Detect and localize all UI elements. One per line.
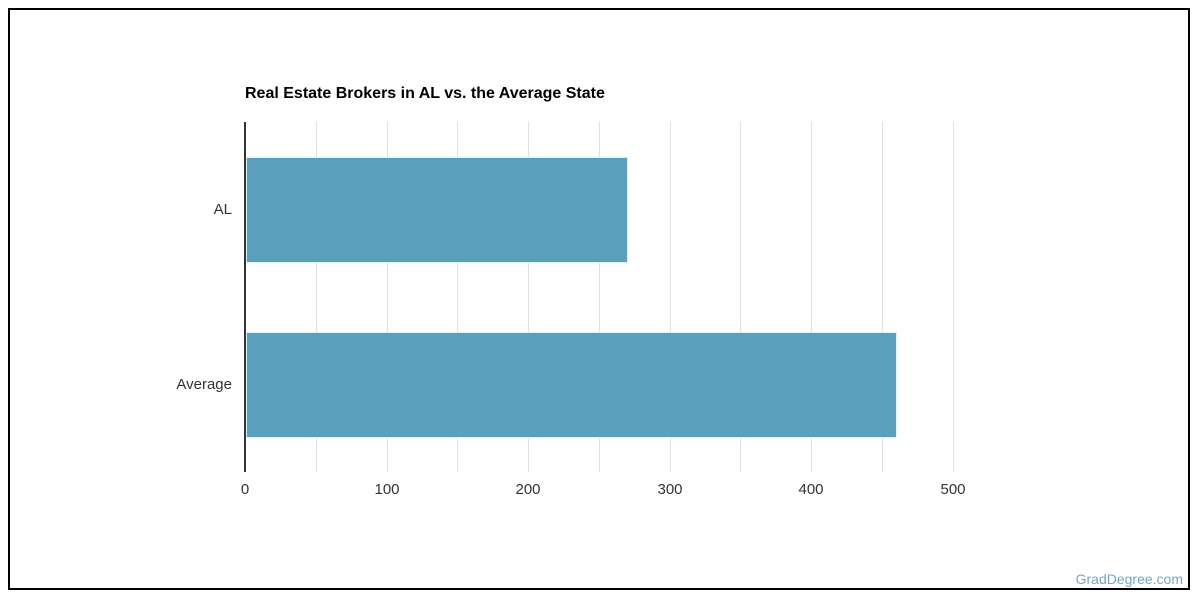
- chart-title: Real Estate Brokers in AL vs. the Averag…: [245, 85, 605, 102]
- x-gridline-150: [457, 122, 458, 472]
- x-gridline-100: [387, 122, 388, 472]
- x-gridline-400: [811, 122, 812, 472]
- category-label-al: AL: [213, 200, 232, 218]
- y-axis-line: [244, 122, 246, 472]
- bar-al: [246, 156, 628, 263]
- x-gridline-250: [599, 122, 600, 472]
- x-tick-label-500: 500: [940, 481, 966, 498]
- watermark-link[interactable]: GradDegree.com: [1075, 571, 1183, 587]
- x-gridline-350: [740, 122, 741, 472]
- x-tick-label-400: 400: [798, 481, 824, 498]
- x-tick-label-200: 200: [515, 481, 541, 498]
- x-gridline-200: [528, 122, 529, 472]
- plot-area: AL Average 0 100 200 300 400 500: [176, 122, 966, 498]
- category-label-average: Average: [176, 375, 232, 393]
- x-tick-label-100: 100: [374, 481, 400, 498]
- x-gridline-300: [670, 122, 671, 472]
- x-gridline-450: [882, 122, 883, 472]
- x-tick-label-0: 0: [240, 481, 250, 498]
- x-gridline-500: [953, 122, 954, 472]
- x-gridline-50: [316, 122, 317, 472]
- bar-average: [246, 331, 897, 438]
- x-tick-label-300: 300: [657, 481, 683, 498]
